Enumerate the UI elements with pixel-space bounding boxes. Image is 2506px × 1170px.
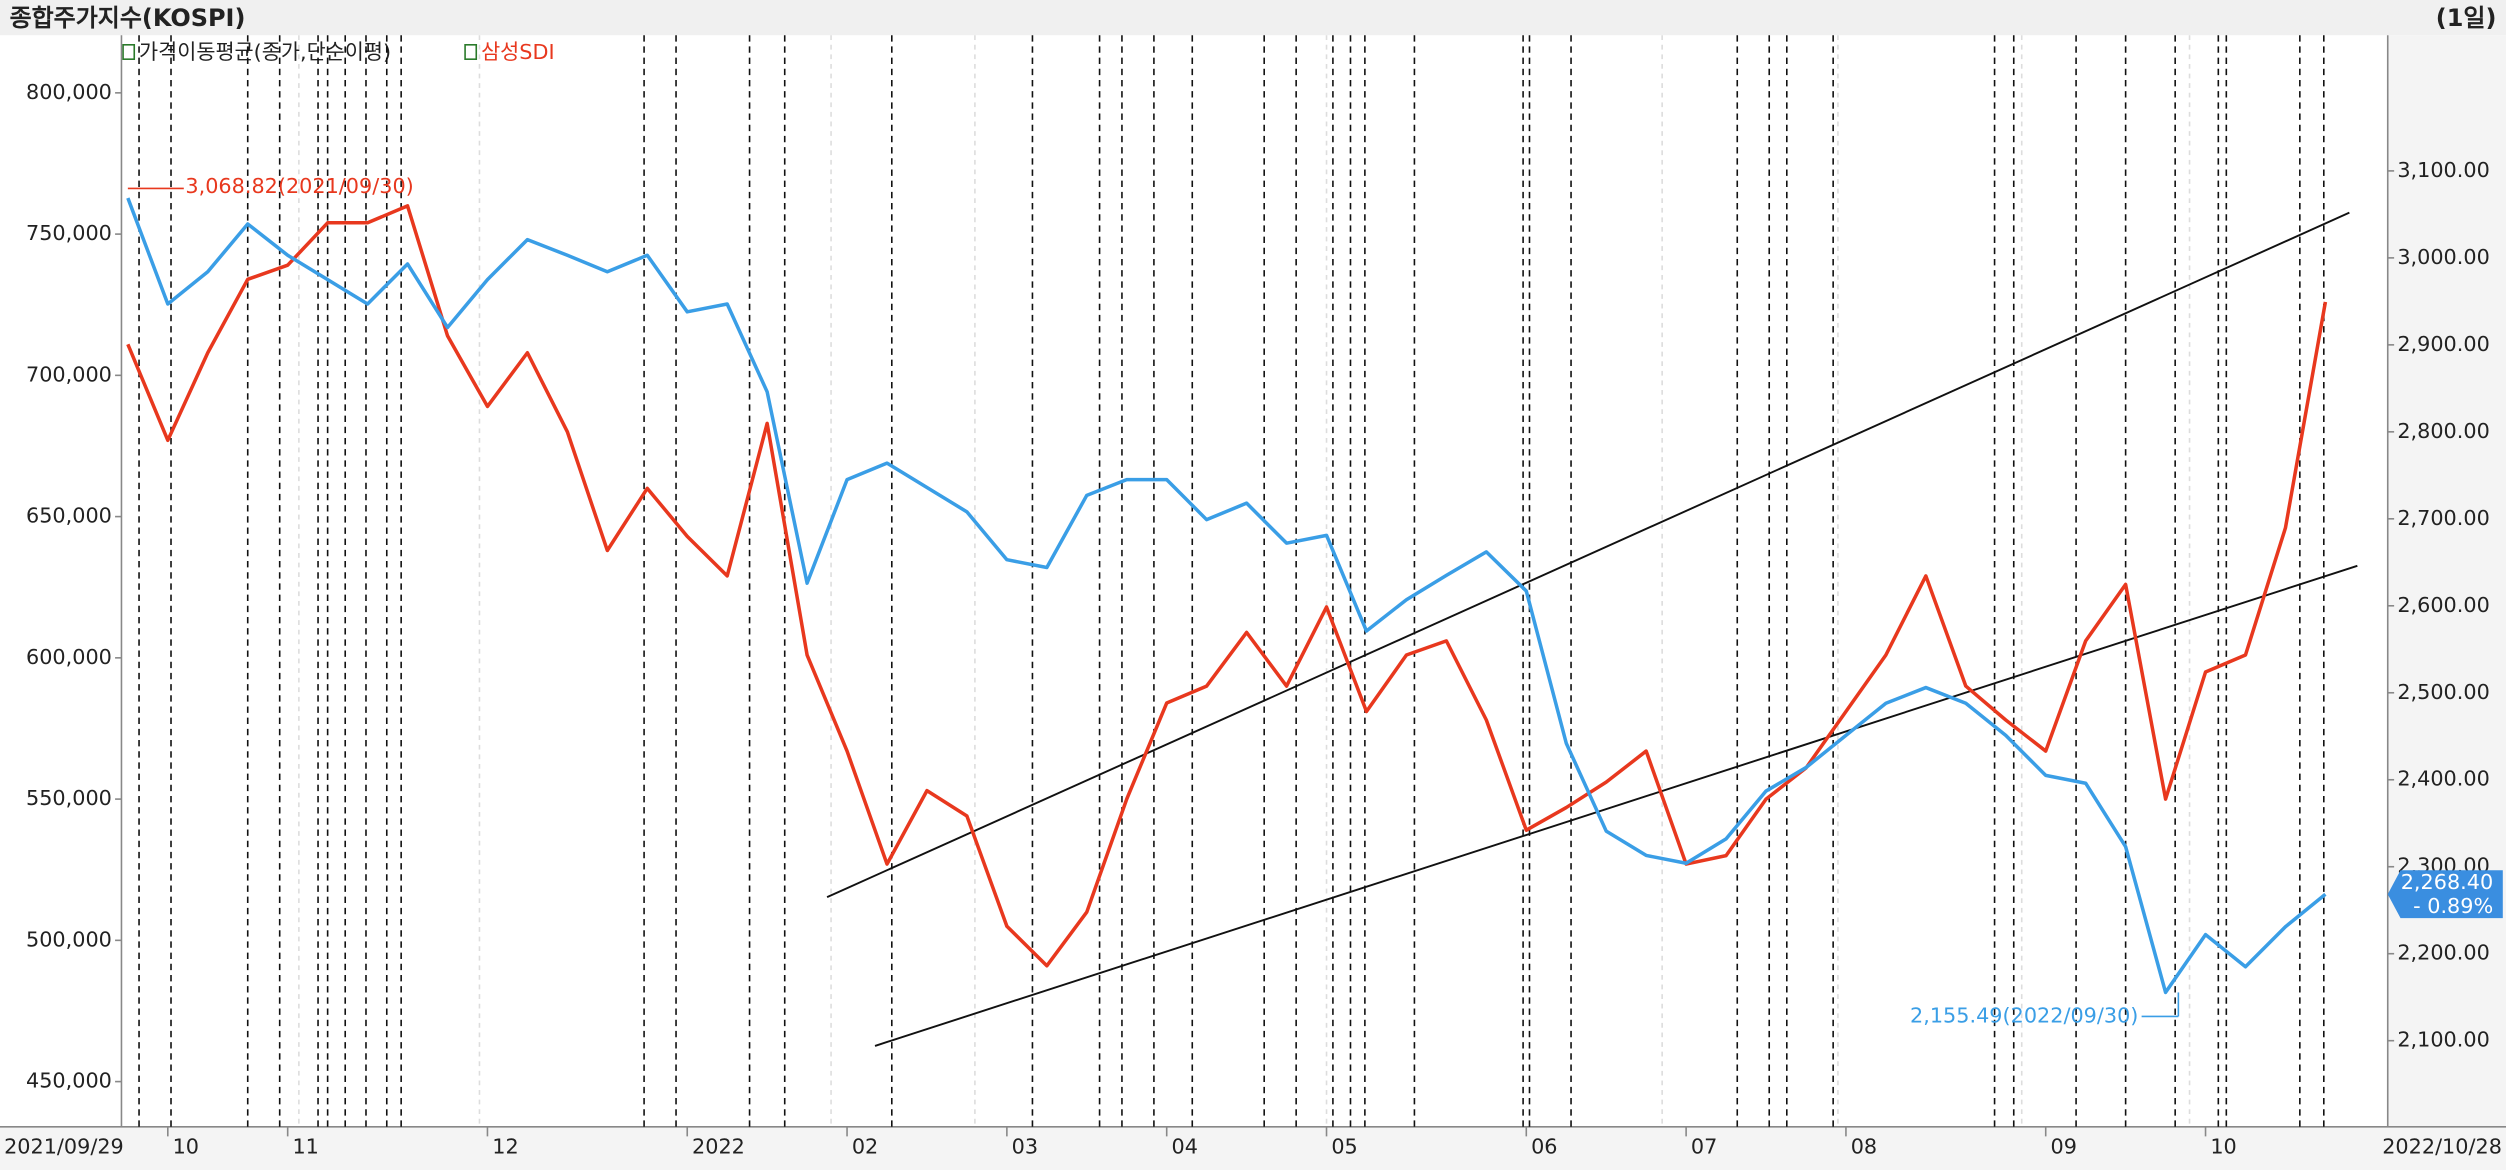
- x-tick-label: 07: [1691, 1135, 1717, 1159]
- y2-tick-label: 3,000.00: [2397, 245, 2489, 269]
- y-tick-label: 800,000: [26, 80, 112, 104]
- legend-icon: [464, 44, 478, 60]
- y2-tick-label: 2,800.00: [2397, 419, 2489, 443]
- x-tick-label: 10: [173, 1135, 199, 1159]
- last-value-box: [2387, 870, 2503, 919]
- annotation: 2,155.49(2022/09/30): [1910, 1003, 2138, 1027]
- x-tick-label: 02: [852, 1135, 878, 1159]
- x-end-label: 2022/10/28: [2382, 1135, 2502, 1159]
- y-tick-label: 700,000: [26, 362, 112, 386]
- y2-tick-label: 2,400.00: [2397, 767, 2489, 791]
- header-bar: [0, 0, 2506, 36]
- y2-tick-label: 3,100.00: [2397, 158, 2489, 182]
- y-tick-label: 450,000: [26, 1069, 112, 1093]
- y2-tick-label: 2,500.00: [2397, 680, 2489, 704]
- chart-title: 종합주가지수(KOSPI): [10, 4, 246, 32]
- y-tick-label: 500,000: [26, 927, 112, 951]
- legend-entry: 삼성SDI: [481, 40, 555, 64]
- y-tick-label: 650,000: [26, 504, 112, 528]
- x-tick-label: 09: [2051, 1135, 2077, 1159]
- x-tick-label: 11: [292, 1135, 318, 1159]
- x-axis-band: [0, 1126, 2506, 1170]
- last-change: - 0.89%: [2413, 894, 2493, 918]
- x-tick-label: 06: [1531, 1135, 1557, 1159]
- x-tick-label: 2022: [692, 1135, 745, 1159]
- right-axis-band: [2387, 35, 2506, 1127]
- period: (1일): [2436, 4, 2497, 32]
- y2-tick-label: 2,700.00: [2397, 506, 2489, 530]
- x-tick-label: 10: [2210, 1135, 2236, 1159]
- x-start-label: 2021/09/29: [4, 1135, 124, 1159]
- legend-entry: 가격이동평균(종가,단순이평): [139, 40, 391, 64]
- y-tick-label: 600,000: [26, 645, 112, 669]
- x-tick-label: 12: [492, 1135, 518, 1159]
- y-tick-label: 750,000: [26, 221, 112, 245]
- y2-tick-label: 2,900.00: [2397, 332, 2489, 356]
- x-tick-label: 04: [1171, 1135, 1197, 1159]
- x-tick-label: 05: [1331, 1135, 1357, 1159]
- x-tick-label: 03: [1012, 1135, 1038, 1159]
- trendline: [874, 564, 2358, 1047]
- y2-tick-label: 2,200.00: [2397, 941, 2489, 965]
- y-tick-label: 550,000: [26, 786, 112, 810]
- x-tick-label: 08: [1851, 1135, 1877, 1159]
- y2-tick-label: 2,600.00: [2397, 593, 2489, 617]
- series-line: [126, 197, 2327, 995]
- annotation: 3,068.82(2021/09/30): [185, 174, 413, 198]
- last-value: 2,268.40: [2401, 870, 2493, 894]
- legend-icon: [122, 44, 136, 60]
- y2-tick-label: 2,100.00: [2397, 1028, 2489, 1052]
- series-line: [126, 204, 2328, 968]
- trendline: [826, 211, 2350, 899]
